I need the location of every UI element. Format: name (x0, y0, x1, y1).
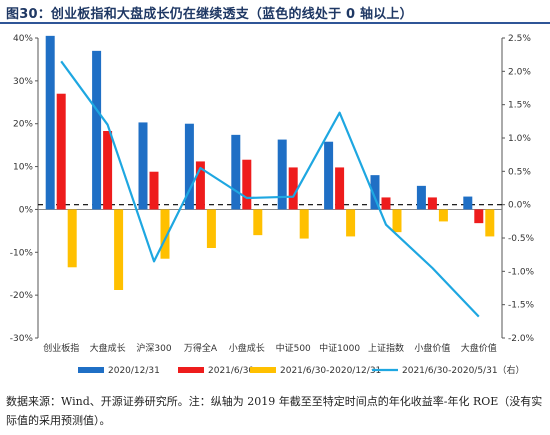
left-tick-label: -10% (10, 248, 34, 258)
bar-2020-12-31 (370, 175, 380, 210)
bar-2021-6-30-2020-12-31 (299, 209, 309, 239)
category-label: 中证1000 (319, 342, 360, 354)
line-series-path (60, 60, 480, 318)
right-tick-label: 2.5% (508, 34, 531, 44)
bar-2020-12-31 (231, 134, 241, 210)
category-label: 创业板指 (43, 342, 79, 354)
bar-2021-6-30 (103, 131, 113, 210)
bar-2021-6-30 (427, 197, 437, 210)
left-tick-label: -20% (10, 291, 34, 301)
line-series (60, 60, 480, 318)
right-tick-label: 1.5% (508, 101, 531, 111)
bar-2021-6-30 (335, 167, 345, 210)
category-label: 万得全A (184, 342, 218, 354)
legend-swatch (178, 367, 204, 373)
right-tick-label: -2.0% (508, 334, 535, 344)
bar-2021-6-30-2020-12-31 (206, 209, 216, 248)
chart-title: 图30：创业板指和大盘成长仍在继续透支（蓝色的线处于 0 轴以上） (6, 7, 413, 22)
bars (45, 35, 495, 290)
category-label: 沪深300 (136, 342, 171, 354)
bar-2021-6-30-2020-12-31 (346, 209, 356, 237)
bar-2021-6-30 (242, 159, 252, 210)
legend-label: 2021/6/30-2020/5/31（右） (402, 364, 525, 376)
legend-label: 2021/6/30-2020/12/31 (280, 366, 381, 376)
legend-swatch (250, 367, 276, 373)
right-tick-label: -1.5% (508, 301, 535, 311)
bar-2020-12-31 (416, 185, 426, 210)
legend-swatch (78, 367, 104, 373)
bar-2020-12-31 (277, 139, 287, 210)
bar-2021-6-30-2020-12-31 (67, 209, 77, 268)
right-tick-label: -0.5% (508, 234, 535, 244)
left-tick-label: 20% (13, 120, 33, 130)
left-tick-label: -30% (10, 334, 34, 344)
category-label: 小盘成长 (229, 342, 265, 354)
category-label: 上证指数 (368, 342, 404, 354)
bar-2021-6-30-2020-12-31 (253, 209, 263, 236)
right-tick-label: 0.0% (508, 201, 531, 211)
left-tick-label: 30% (13, 77, 33, 87)
right-tick-label: 0.5% (508, 167, 531, 177)
category-label: 中证500 (276, 342, 311, 354)
right-tick-label: 2.0% (508, 67, 531, 77)
bar-2020-12-31 (138, 122, 148, 210)
left-tick-label: 40% (13, 34, 33, 44)
left-tick-label: 0% (19, 205, 34, 215)
bar-2021-6-30 (474, 209, 484, 224)
left-tick-label: 10% (13, 163, 33, 173)
tick-labels: -30% -20% -10% 0% 10% 20% 30% 40% -2.0% -1.5% -1.0… (10, 34, 535, 354)
bar-2020-12-31 (92, 50, 102, 210)
right-tick-label: -1.0% (508, 267, 535, 277)
legend-label: 2021/6/30 (208, 366, 254, 376)
bar-2021-6-30-2020-12-31 (114, 209, 124, 290)
bar-2020-12-31 (463, 196, 473, 210)
legend: 2020/12/31 2021/6/30 2021/6/30-2020/12/31 2… (78, 364, 525, 376)
legend-label: 2020/12/31 (108, 366, 160, 376)
bar-2020-12-31 (324, 141, 334, 210)
bar-2021-6-30 (288, 167, 298, 210)
source-note: 数据来源：Wind、开源证券研究所。注：纵轴为 2019 年截至至特定时间点的年… (6, 395, 543, 427)
bar-2021-6-30 (149, 171, 159, 210)
bar-2020-12-31 (45, 35, 55, 210)
chart: -30% -20% -10% 0% 10% 20% 30% 40% -2.0% -1.5% -1.0… (10, 34, 535, 376)
bar-2021-6-30-2020-12-31 (438, 209, 448, 222)
right-tick-label: 1.0% (508, 134, 531, 144)
bar-2021-6-30-2020-12-31 (485, 209, 495, 237)
bar-2021-6-30 (195, 161, 205, 210)
category-label: 大盘成长 (90, 342, 126, 354)
title-bar: 图30：创业板指和大盘成长仍在继续透支（蓝色的线处于 0 轴以上） (0, 0, 550, 24)
bar-2020-12-31 (184, 123, 194, 210)
category-label: 大盘价值 (461, 342, 497, 354)
bar-2021-6-30 (381, 197, 391, 210)
bar-2021-6-30 (56, 93, 66, 210)
bar-2021-6-30-2020-12-31 (160, 209, 170, 259)
bar-2021-6-30-2020-12-31 (392, 209, 402, 233)
category-label: 小盘价值 (414, 342, 450, 354)
